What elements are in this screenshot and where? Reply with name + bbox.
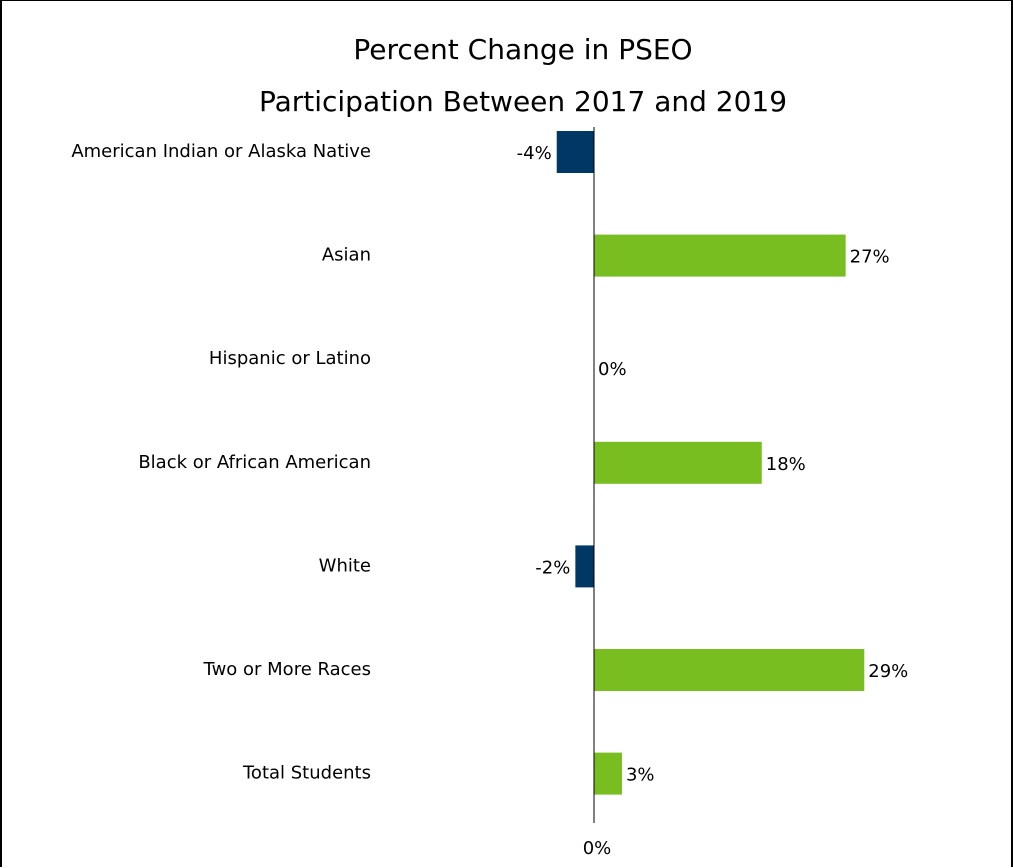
bar-white bbox=[575, 545, 594, 588]
category-label-american-indian-or-alaska-native: American Indian or Alaska Native bbox=[71, 141, 371, 162]
category-label-white: White bbox=[319, 555, 371, 576]
bar-american-indian-or-alaska-native bbox=[556, 131, 594, 173]
data-labels: -4% 27% 0% 18% -2% 29% 3% bbox=[517, 143, 909, 786]
data-label-white: -2% bbox=[535, 557, 570, 578]
chart-title-line-2: Participation Between 2017 and 2019 bbox=[259, 85, 787, 118]
category-label-two-or-more-races: Two or More Races bbox=[203, 659, 371, 680]
data-label-asian: 27% bbox=[850, 247, 890, 268]
data-label-total-students: 3% bbox=[626, 765, 655, 786]
bars bbox=[556, 131, 865, 795]
category-label-asian: Asian bbox=[322, 245, 371, 266]
x-axis-tick-labels: 0% bbox=[583, 838, 612, 859]
chart-title-line-1: Percent Change in PSEO bbox=[353, 33, 692, 66]
bar-black-or-african-american bbox=[594, 441, 762, 484]
bar-total-students bbox=[594, 752, 622, 795]
category-label-black-or-african-american: Black or African American bbox=[138, 452, 371, 473]
bar-two-or-more-races bbox=[594, 649, 865, 691]
data-label-two-or-more-races: 29% bbox=[868, 661, 908, 682]
category-labels: American Indian or Alaska Native Asian His… bbox=[71, 141, 371, 784]
data-label-hispanic-or-latino: 0% bbox=[598, 359, 627, 380]
chart-title: Percent Change in PSEO Participation Bet… bbox=[259, 33, 787, 118]
x-tick-label: 0% bbox=[583, 838, 612, 859]
bar-asian bbox=[594, 234, 846, 277]
data-label-american-indian-or-alaska-native: -4% bbox=[517, 143, 552, 164]
category-label-hispanic-or-latino: Hispanic or Latino bbox=[209, 348, 371, 369]
data-label-black-or-african-american: 18% bbox=[766, 454, 806, 475]
category-label-total-students: Total Students bbox=[242, 763, 371, 784]
